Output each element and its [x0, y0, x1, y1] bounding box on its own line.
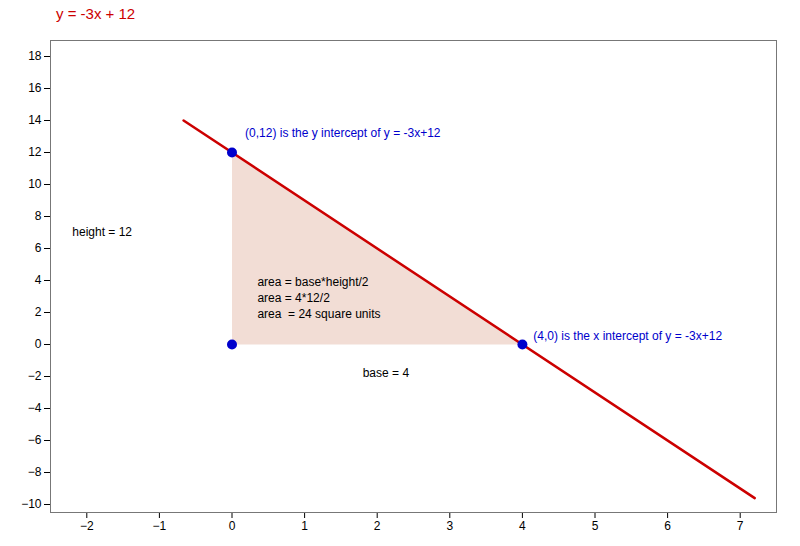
svg-text:−10: −10	[21, 497, 42, 511]
svg-text:16: 16	[28, 81, 42, 95]
svg-text:0: 0	[35, 337, 42, 351]
svg-text:−2: −2	[28, 369, 42, 383]
svg-text:(0,12) is the y intercept of y: (0,12) is the y intercept of y = -3x+12	[245, 126, 441, 140]
svg-text:1: 1	[301, 519, 308, 533]
svg-text:2: 2	[374, 519, 381, 533]
svg-text:0: 0	[229, 519, 236, 533]
svg-text:3: 3	[446, 519, 453, 533]
svg-text:−4: −4	[28, 401, 42, 415]
svg-text:2: 2	[35, 305, 42, 319]
svg-text:12: 12	[28, 145, 42, 159]
svg-text:base = 4: base = 4	[363, 366, 410, 380]
svg-text:area = base*height/2: area = base*height/2	[257, 275, 368, 289]
svg-text:area = 24 square units: area = 24 square units	[257, 307, 380, 321]
svg-text:5: 5	[592, 519, 599, 533]
svg-text:−6: −6	[28, 433, 42, 447]
svg-text:10: 10	[28, 177, 42, 191]
svg-text:4: 4	[519, 519, 526, 533]
html-text:y = -3x + 12: y = -3x + 12	[56, 4, 136, 22]
svg-text:4: 4	[35, 273, 42, 287]
svg-text:−2: −2	[80, 519, 94, 533]
svg-text:area = 4*12/2: area = 4*12/2	[257, 291, 330, 305]
svg-text:6: 6	[35, 241, 42, 255]
svg-text:(4,0) is the x intercept of y: (4,0) is the x intercept of y = -3x+12	[533, 329, 722, 343]
svg-text:6: 6	[664, 519, 671, 533]
svg-text:−1: −1	[153, 519, 167, 533]
svg-text:8: 8	[35, 209, 42, 223]
svg-text:7: 7	[737, 519, 744, 533]
svg-text:height = 12: height = 12	[72, 225, 132, 239]
svg-text:18: 18	[28, 49, 42, 63]
svg-text:14: 14	[28, 113, 42, 127]
svg-text:−8: −8	[28, 465, 42, 479]
